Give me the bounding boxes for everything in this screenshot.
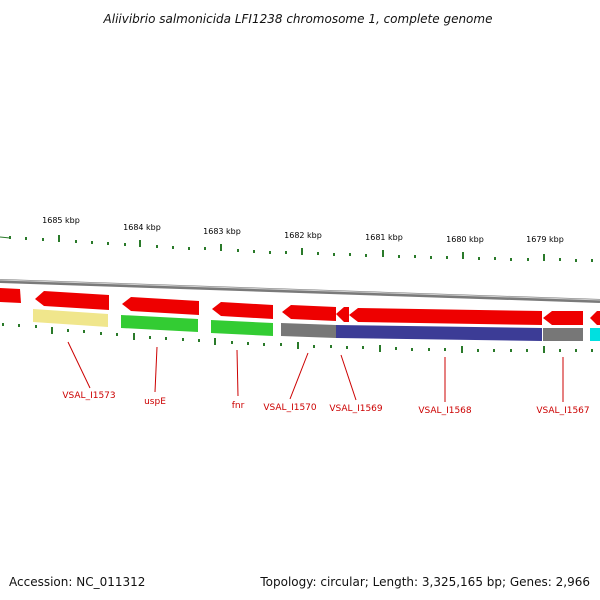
gene-label-vsal-i1573: VSAL_I1573 — [62, 391, 115, 401]
tick-label-1681: 1681 kbp — [365, 233, 403, 242]
map-title: Aliivibrio salmonicida LFI1238 chromosom… — [103, 12, 493, 26]
gene-label-vsal-i1569: VSAL_I1569 — [329, 404, 383, 414]
gene-label-fnr: fnr — [232, 401, 245, 411]
tick-label-1683: 1683 kbp — [203, 227, 241, 236]
tick-label-1680: 1680 kbp — [446, 235, 484, 244]
cds-arrow — [349, 308, 542, 325]
leader-line — [236, 349, 239, 397]
feature-bar-gray — [281, 323, 336, 338]
cds-arrow — [0, 288, 21, 303]
feature-bar-gray — [543, 328, 583, 341]
cds-arrow — [282, 305, 336, 321]
accession-text: Accession: NC_011312 — [9, 575, 145, 589]
inner-tick-track — [2, 323, 593, 353]
feature-bar-cyan — [590, 328, 600, 341]
tick-label-1679: 1679 kbp — [526, 235, 564, 244]
cds-arrow — [122, 297, 199, 315]
feature-bar-green — [211, 320, 273, 336]
cds-arrow — [590, 311, 600, 325]
feature-bar-yellow — [33, 309, 108, 327]
feature-track — [33, 309, 600, 341]
feature-bar-green — [121, 315, 198, 332]
tick-label-1682: 1682 kbp — [284, 231, 322, 240]
leader-line — [67, 341, 91, 389]
tick-label-1685: 1685 kbp — [42, 216, 80, 225]
gene-label-vsal-i1567: VSAL_I1567 — [536, 406, 589, 416]
outer-tick-track — [0, 235, 593, 262]
gene-label-vsal-i1570: VSAL_I1570 — [263, 403, 317, 413]
gene-leaders — [67, 341, 564, 402]
cds-arrow — [35, 291, 109, 310]
cds-arrow — [336, 307, 349, 322]
cds-arrow — [543, 311, 583, 325]
feature-bar-navy — [336, 325, 542, 341]
tick-label-1684: 1684 kbp — [123, 223, 161, 232]
leader-line — [289, 352, 309, 400]
genome-summary-text: Topology: circular; Length: 3,325,165 bp… — [259, 575, 590, 589]
kbp-tick-labels: 1685 kbp 1684 kbp 1683 kbp 1682 kbp 1681… — [42, 216, 564, 244]
gene-label-uspe: uspE — [144, 397, 166, 407]
leader-line — [340, 354, 357, 401]
gene-label-vsal-i1568: VSAL_I1568 — [418, 406, 472, 416]
cds-arrow — [212, 302, 273, 319]
leader-line — [154, 346, 158, 393]
genome-backbone — [0, 279, 600, 303]
cds-track — [0, 288, 600, 325]
gene-labels: VSAL_I1573 uspE fnr VSAL_I1570 VSAL_I156… — [62, 391, 589, 416]
